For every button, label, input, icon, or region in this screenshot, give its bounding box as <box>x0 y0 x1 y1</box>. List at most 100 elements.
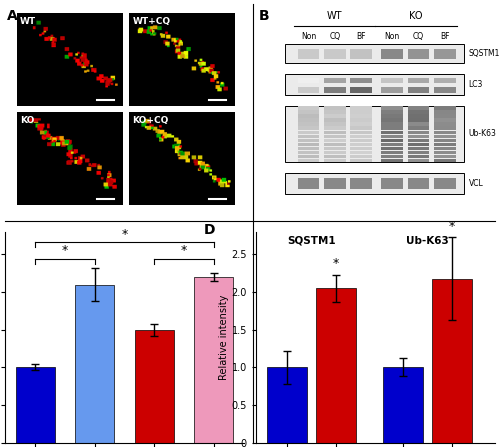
Bar <box>76 285 114 443</box>
Bar <box>135 330 173 443</box>
Bar <box>434 114 456 118</box>
Bar <box>350 118 372 122</box>
Bar <box>298 88 320 93</box>
Bar <box>382 110 403 114</box>
Text: SQSTM1: SQSTM1 <box>468 50 500 59</box>
Bar <box>434 49 456 59</box>
Text: BF: BF <box>440 32 450 41</box>
Bar <box>382 151 403 154</box>
Bar <box>434 110 456 114</box>
Bar <box>350 114 372 118</box>
Bar <box>350 88 372 93</box>
Bar <box>408 151 430 154</box>
Bar <box>298 122 320 126</box>
Bar <box>382 127 403 130</box>
Bar <box>350 143 372 146</box>
Bar <box>350 78 372 83</box>
Bar <box>194 277 233 443</box>
Bar <box>382 131 403 134</box>
Bar <box>408 110 430 114</box>
Bar <box>298 178 320 190</box>
Text: CQ: CQ <box>413 32 424 41</box>
Bar <box>383 367 423 443</box>
Bar <box>408 147 430 150</box>
Bar <box>350 139 372 142</box>
Bar <box>408 88 430 93</box>
Bar <box>350 178 372 190</box>
Bar <box>324 155 345 158</box>
Bar <box>434 139 456 142</box>
Bar <box>408 135 430 138</box>
Bar <box>298 143 320 146</box>
Text: LC3: LC3 <box>468 80 483 89</box>
Bar <box>350 159 372 162</box>
Bar <box>324 135 345 138</box>
Y-axis label: Relative intensity: Relative intensity <box>218 295 228 380</box>
Text: *: * <box>449 219 455 233</box>
Bar <box>298 151 320 154</box>
Text: VCL: VCL <box>468 179 483 188</box>
Bar <box>324 178 345 190</box>
Bar <box>382 106 403 110</box>
Bar <box>298 110 320 114</box>
Bar <box>298 49 320 59</box>
Bar <box>298 131 320 134</box>
Bar <box>298 147 320 150</box>
Text: BF: BF <box>356 32 366 41</box>
Bar <box>324 114 345 118</box>
Text: WT: WT <box>327 11 342 21</box>
Bar <box>408 118 430 122</box>
Bar <box>434 131 456 134</box>
Bar <box>350 155 372 158</box>
Bar <box>434 135 456 138</box>
Bar <box>382 122 403 126</box>
Bar <box>284 173 464 194</box>
Bar <box>434 155 456 158</box>
Bar <box>382 143 403 146</box>
Bar <box>350 135 372 138</box>
Bar <box>16 367 54 443</box>
Bar <box>382 118 403 122</box>
Bar <box>434 159 456 162</box>
Bar <box>350 49 372 59</box>
Bar <box>434 143 456 146</box>
Bar <box>298 118 320 122</box>
Bar <box>350 147 372 150</box>
Bar <box>432 278 472 443</box>
Bar <box>434 106 456 110</box>
Bar <box>298 106 320 110</box>
Bar <box>284 45 464 63</box>
Text: B: B <box>258 8 269 23</box>
Bar <box>324 147 345 150</box>
Bar <box>324 110 345 114</box>
Text: Non: Non <box>384 32 400 41</box>
Text: D: D <box>204 224 215 237</box>
Bar <box>298 155 320 158</box>
Bar <box>382 49 403 59</box>
Bar <box>298 127 320 130</box>
Bar <box>350 122 372 126</box>
Bar <box>298 78 320 83</box>
Bar <box>408 114 430 118</box>
Bar <box>382 147 403 150</box>
Bar <box>324 159 345 162</box>
Bar <box>316 288 356 443</box>
Bar <box>382 135 403 138</box>
Bar <box>350 110 372 114</box>
Bar <box>408 106 430 110</box>
Bar <box>382 78 403 83</box>
Bar <box>350 127 372 130</box>
Bar <box>408 178 430 190</box>
Bar <box>408 49 430 59</box>
Bar <box>408 131 430 134</box>
Bar <box>324 118 345 122</box>
Bar <box>324 49 345 59</box>
Bar <box>298 114 320 118</box>
Bar <box>350 106 372 110</box>
Bar <box>382 114 403 118</box>
Bar <box>324 78 345 83</box>
Bar <box>382 178 403 190</box>
Text: SQSTM1: SQSTM1 <box>287 236 336 246</box>
Bar <box>408 143 430 146</box>
Text: KO: KO <box>410 11 423 21</box>
